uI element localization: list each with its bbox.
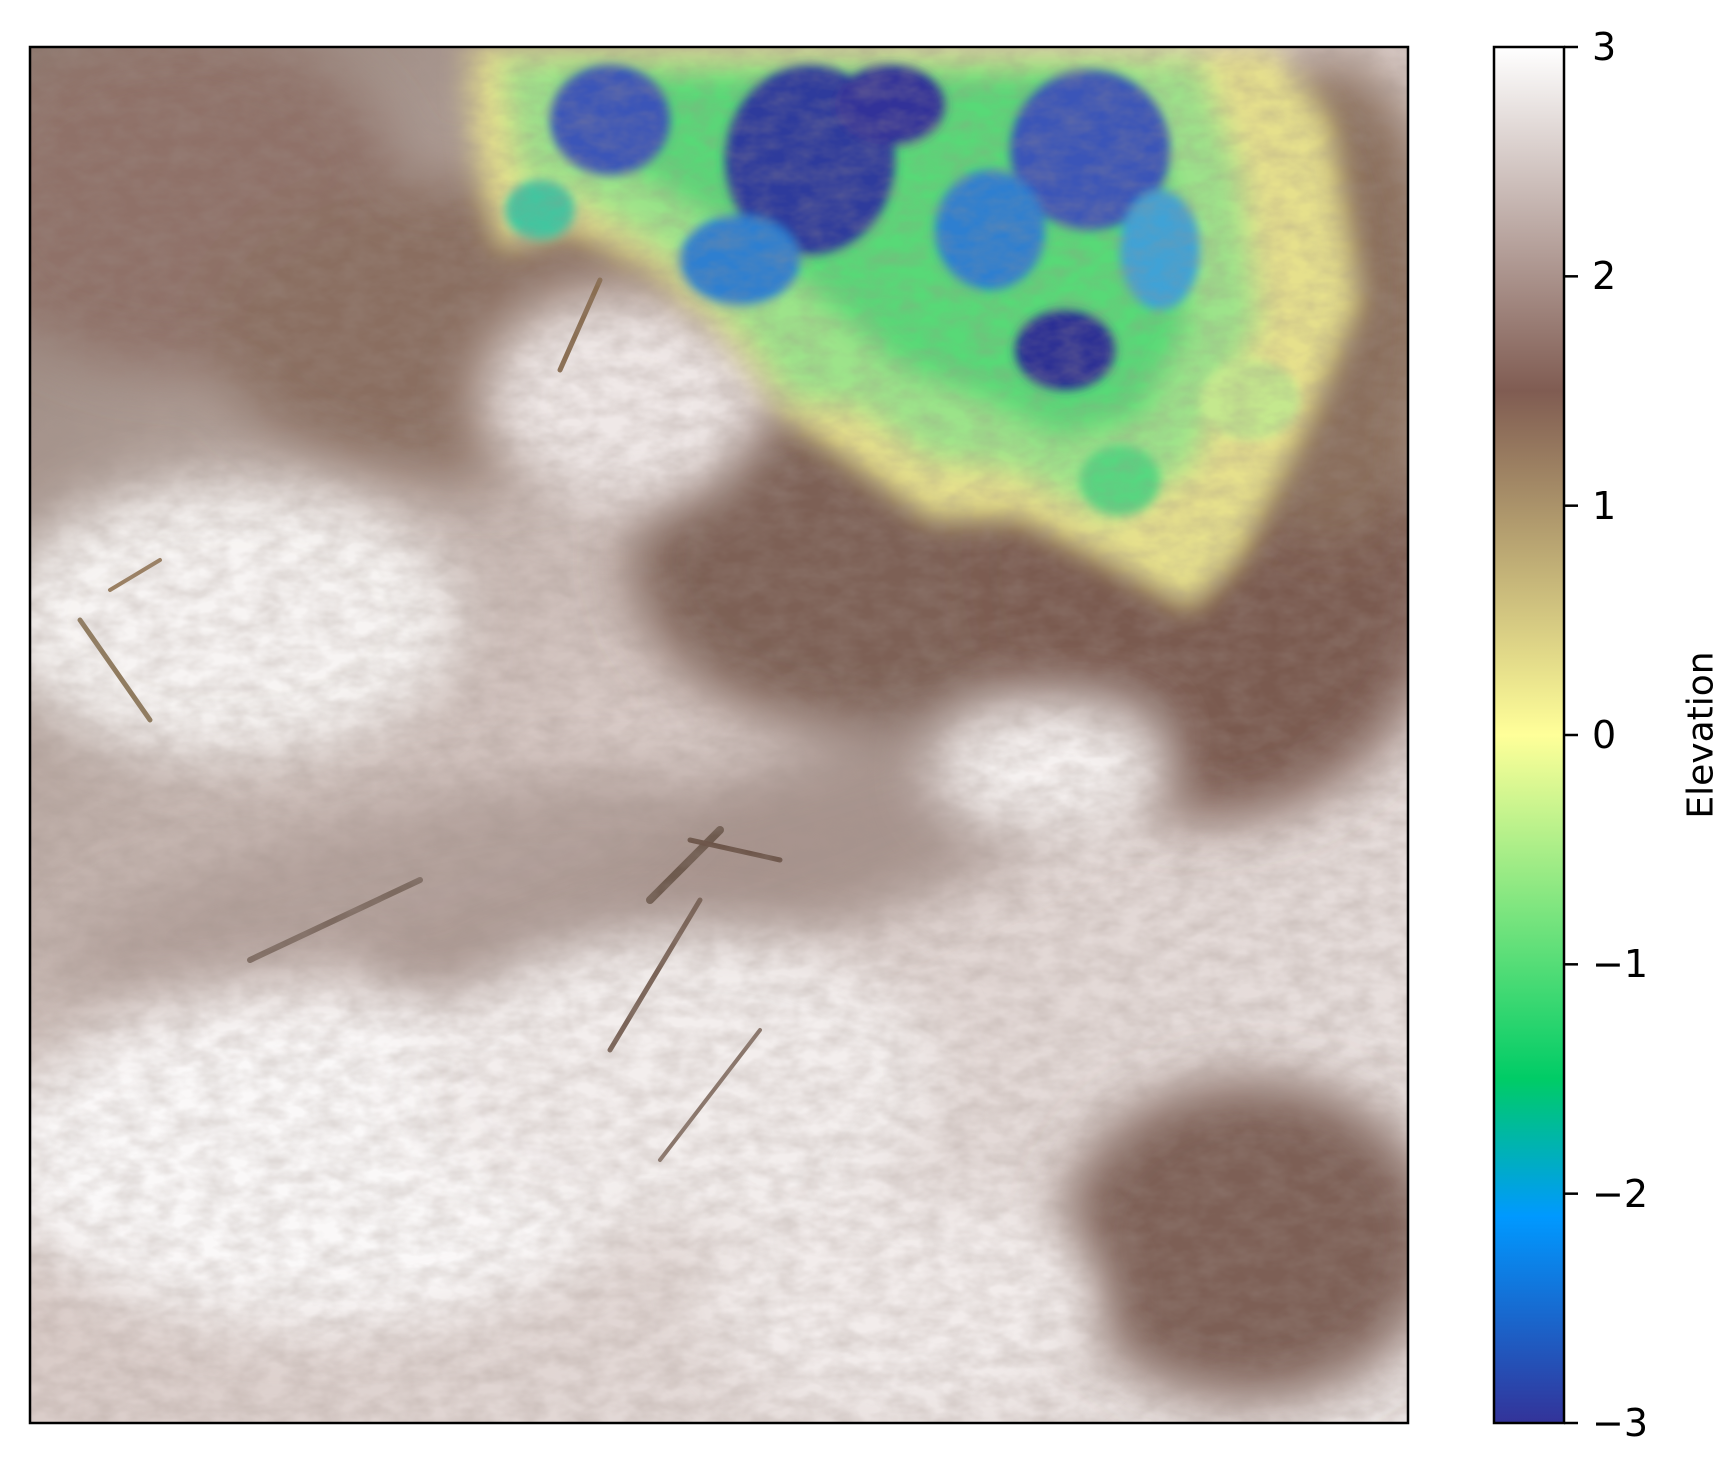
colorbar xyxy=(1492,45,1578,1425)
colorbar-tick-labels: 3 2 1 0 −1 −2 −3 xyxy=(1592,0,1692,1469)
colorbar-tick-label: 2 xyxy=(1592,254,1617,299)
heatmap-plot-area xyxy=(30,47,1408,1423)
colorbar-label: Elevation xyxy=(1680,651,1722,819)
colorbar-tick-label: −1 xyxy=(1592,942,1649,987)
colorbar-tick-label: −2 xyxy=(1592,1171,1649,1216)
plot-frame xyxy=(28,45,1410,1425)
heatmap-texture xyxy=(30,47,1408,1423)
colorbar-tick-label: 1 xyxy=(1592,483,1617,528)
colorbar-fill xyxy=(1494,47,1564,1423)
colorbar-tick-label: 0 xyxy=(1592,713,1617,757)
colorbar-ticks xyxy=(1564,45,1578,1425)
colorbar-tick-label: −3 xyxy=(1592,1401,1649,1445)
colorbar-tick-label: 3 xyxy=(1592,25,1617,69)
